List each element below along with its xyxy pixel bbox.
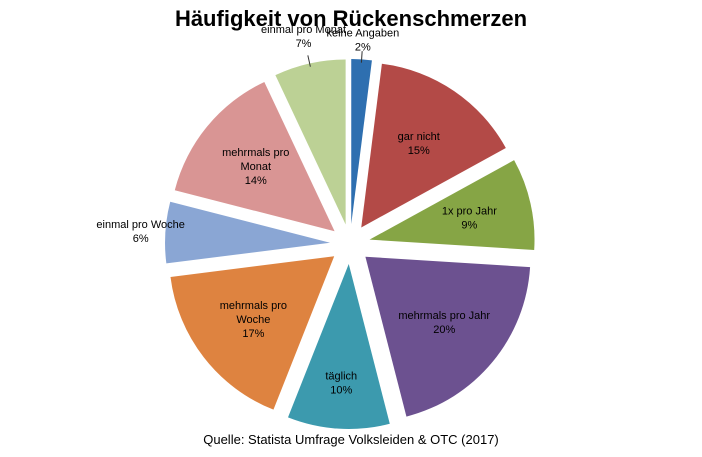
pie-slice [351, 59, 372, 225]
slice-label: 1x pro Jahr 9% [442, 205, 497, 231]
pie-slice [288, 263, 390, 429]
pie-slice [165, 201, 331, 264]
slice-label: täglich 10% [325, 371, 357, 397]
slice-label: mehrmals pro Woche 17% [220, 300, 287, 340]
slice-label: mehrmals pro Jahr 20% [398, 310, 490, 336]
slice-label: einmal pro Woche 6% [96, 219, 184, 245]
pie-slice [369, 160, 535, 250]
pie-slice [275, 59, 346, 225]
pie-slice [170, 256, 335, 410]
chart-source: Quelle: Statista Umfrage Volksleiden & O… [203, 432, 499, 447]
pie-slice [174, 81, 335, 232]
slice-label: gar nicht 15% [398, 131, 440, 157]
leader-line [307, 55, 311, 67]
slice-label: keine Angaben 2% [326, 28, 399, 54]
leader-line [360, 51, 363, 63]
pie-slice [361, 63, 506, 228]
slice-label: mehrmals pro Monat 14% [222, 147, 289, 187]
pie-slice [365, 256, 531, 417]
chart-title: Häufigkeit von Rückenschmerzen [174, 6, 528, 31]
slice-label: einmal pro Monat 7% [261, 24, 346, 50]
